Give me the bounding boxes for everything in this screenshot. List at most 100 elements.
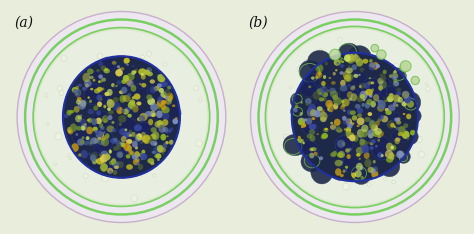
Ellipse shape [344,74,351,82]
Ellipse shape [314,110,321,117]
Ellipse shape [333,72,336,76]
Ellipse shape [303,121,317,135]
Ellipse shape [76,99,81,105]
Ellipse shape [356,58,363,67]
Ellipse shape [159,125,164,129]
Ellipse shape [324,88,335,101]
Ellipse shape [333,103,338,110]
Ellipse shape [96,118,102,124]
Ellipse shape [311,117,315,120]
Ellipse shape [353,74,358,78]
Ellipse shape [126,139,132,144]
Ellipse shape [319,49,322,52]
Ellipse shape [387,97,393,102]
Ellipse shape [97,87,103,92]
Ellipse shape [299,60,322,82]
Ellipse shape [371,166,378,172]
Ellipse shape [393,80,399,87]
Ellipse shape [372,167,378,173]
Ellipse shape [165,99,172,105]
Ellipse shape [151,127,157,133]
Ellipse shape [128,101,136,109]
Ellipse shape [297,138,302,143]
Ellipse shape [175,117,178,120]
Ellipse shape [397,150,410,163]
Ellipse shape [301,126,303,128]
Ellipse shape [153,146,161,155]
Ellipse shape [327,108,329,111]
Ellipse shape [145,71,149,75]
Ellipse shape [80,119,87,125]
Ellipse shape [132,106,138,113]
Ellipse shape [396,91,401,95]
Ellipse shape [351,122,354,125]
Ellipse shape [90,76,94,79]
Ellipse shape [360,129,368,138]
Ellipse shape [130,151,135,156]
Ellipse shape [76,93,78,95]
Ellipse shape [369,63,375,68]
Ellipse shape [84,123,87,126]
Ellipse shape [340,64,344,68]
Ellipse shape [88,153,91,155]
Ellipse shape [122,95,131,102]
Ellipse shape [150,162,155,165]
Ellipse shape [388,152,394,160]
Ellipse shape [345,166,348,169]
Ellipse shape [369,93,384,109]
Ellipse shape [350,86,355,90]
Ellipse shape [392,73,398,79]
Ellipse shape [126,154,130,159]
Ellipse shape [74,88,82,97]
Ellipse shape [112,161,119,168]
Ellipse shape [68,129,73,134]
Ellipse shape [331,81,336,85]
Ellipse shape [268,29,442,205]
Ellipse shape [308,85,311,88]
Ellipse shape [147,72,153,76]
Ellipse shape [104,115,107,118]
Ellipse shape [335,160,343,166]
Ellipse shape [160,103,166,110]
Ellipse shape [301,101,303,104]
Ellipse shape [389,74,393,78]
Ellipse shape [339,71,344,75]
Ellipse shape [393,102,396,106]
Ellipse shape [385,110,392,115]
Ellipse shape [362,59,368,64]
Ellipse shape [415,94,419,99]
Ellipse shape [133,70,137,73]
Ellipse shape [126,79,132,86]
Ellipse shape [373,94,379,102]
Ellipse shape [103,131,106,134]
Ellipse shape [123,143,131,151]
Ellipse shape [377,100,381,103]
Ellipse shape [351,64,357,70]
Ellipse shape [342,116,346,121]
Ellipse shape [377,50,386,59]
Ellipse shape [393,70,397,74]
Ellipse shape [139,153,144,157]
Ellipse shape [402,129,418,145]
Ellipse shape [164,128,170,133]
Ellipse shape [390,123,395,128]
Ellipse shape [347,135,350,138]
Ellipse shape [310,135,315,142]
Ellipse shape [173,118,178,124]
Ellipse shape [138,164,143,170]
Ellipse shape [113,97,118,102]
Ellipse shape [145,135,153,143]
Ellipse shape [127,93,131,97]
Ellipse shape [100,151,109,160]
Ellipse shape [389,93,393,98]
Ellipse shape [367,183,371,186]
Ellipse shape [119,122,122,126]
Ellipse shape [350,110,356,115]
Ellipse shape [359,67,365,72]
Ellipse shape [343,110,346,112]
Ellipse shape [148,139,153,144]
Ellipse shape [330,122,333,124]
Ellipse shape [155,153,162,159]
Ellipse shape [330,152,337,157]
Ellipse shape [285,137,287,139]
